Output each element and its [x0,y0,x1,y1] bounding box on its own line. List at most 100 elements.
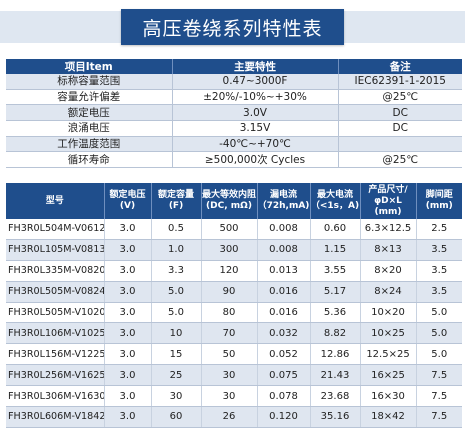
cell-leakage-current: 0.075 [257,364,311,387]
spec-note [338,136,462,153]
header-model: 型号 [6,183,105,219]
cell-max-esr: 80 [201,302,258,324]
cell-pin-pitch: 3.5 [416,260,462,282]
spec-table: 项目Item 主要特性 备注 标称容量范围 0.47~3000F IEC6239… [6,59,462,169]
cell-leakage-current: 0.008 [257,219,311,240]
table-row: FH3R0L505M-V1020 3.0 5.0 80 0.016 5.36 10×20 5.… [6,302,462,324]
spec-item: 容量允许偏差 [6,89,173,106]
table-row: FH3R0L106M-V1025 3.0 10 70 0.032 8.82 10×25 5.0 [6,322,462,345]
cell-max-esr: 500 [201,219,258,240]
cell-rated-voltage: 3.0 [104,322,152,345]
cell-model: FH3R0L105M-V0813 [6,239,105,261]
cell-leakage-current: 0.008 [257,239,311,261]
spec-row: 浪涌电压 3.15V DC [6,120,462,137]
spec-item: 标称容量范围 [6,74,173,90]
cell-max-esr: 70 [201,322,258,345]
spec-value: ±20%/-10%~+30% [172,89,339,106]
cell-rated-capacity: 30 [151,385,202,408]
cell-rated-voltage: 3.0 [104,385,152,408]
spec-row: 额定电压 3.0V DC [6,104,462,122]
spec-value: 0.47~3000F [172,74,339,90]
spec-header-feature: 主要特性 [172,59,339,74]
cell-pin-pitch: 7.5 [416,385,462,408]
spec-value: 3.15V [172,120,339,137]
cell-max-current: 0.60 [310,219,361,240]
cell-max-current: 3.55 [310,260,361,282]
table-row: FH3R0L335M-V0820 3.0 3.3 120 0.013 3.55 8×20 3.… [6,260,462,282]
cell-max-current: 12.86 [310,343,361,366]
cell-max-esr: 50 [201,343,258,366]
cell-model: FH3R0L606M-V1842 [6,406,105,428]
cell-max-current: 8.82 [310,322,361,345]
cell-max-esr: 90 [201,281,258,303]
cell-pin-pitch: 3.5 [416,239,462,261]
spec-note: @25℃ [338,151,462,169]
cell-rated-voltage: 3.0 [104,281,152,303]
cell-model: FH3R0L306M-V1630 [6,385,105,408]
cell-dimensions: 10×25 [360,322,417,345]
cell-model: FH3R0L335M-V0820 [6,260,105,282]
spec-item: 浪涌电压 [6,120,173,137]
table-row: FH3R0L156M-V1225 3.0 15 50 0.052 12.86 12.5×25… [6,343,462,366]
cell-rated-capacity: 10 [151,322,202,345]
cell-dimensions: 10×20 [360,302,417,324]
cell-leakage-current: 0.120 [257,406,311,428]
table-row: FH3R0L505M-V0824 3.0 5.0 90 0.016 5.17 8×24 3.5 [6,281,462,303]
cell-leakage-current: 0.032 [257,322,311,345]
cell-model: FH3R0L504M-V0612 [6,219,105,240]
cell-max-current: 5.17 [310,281,361,303]
cell-max-esr: 300 [201,239,258,261]
cell-rated-capacity: 3.3 [151,260,202,282]
table-row: FH3R0L256M-V1625 3.0 25 30 0.075 21.43 16×25 7.… [6,364,462,387]
cell-rated-voltage: 3.0 [104,364,152,387]
header-max-esr: 最大等效内阻 (DC, mΩ) [201,183,258,219]
cell-max-current: 23.68 [310,385,361,408]
cell-rated-capacity: 5.0 [151,281,202,303]
cell-rated-voltage: 3.0 [104,302,152,324]
spec-note: IEC62391-1-2015 [338,74,462,90]
title-banner: 高压卷绕系列特性表 [0,0,465,52]
cell-rated-capacity: 0.5 [151,219,202,240]
cell-max-esr: 120 [201,260,258,282]
spec-row: 循环寿命 ≥500,000次 Cycles @25℃ [6,151,462,169]
cell-model: FH3R0L106M-V1025 [6,322,105,345]
cell-pin-pitch: 7.5 [416,364,462,387]
cell-model: FH3R0L156M-V1225 [6,343,105,366]
spec-item: 工作温度范围 [6,136,173,153]
spec-header-row: 项目Item 主要特性 备注 [6,59,462,74]
spec-header-note: 备注 [338,59,462,74]
cell-dimensions: 8×24 [360,281,417,303]
spec-value: -40℃~+70℃ [172,136,339,153]
spec-header-item: 项目Item [6,59,173,74]
cell-rated-capacity: 1.0 [151,239,202,261]
header-pin-pitch: 脚间距 (mm) [416,183,462,219]
cell-model: FH3R0L505M-V0824 [6,281,105,303]
cell-dimensions: 18×42 [360,406,417,428]
cell-dimensions: 6.3×12.5 [360,219,417,240]
cell-pin-pitch: 5.0 [416,322,462,345]
spec-note: DC [338,120,462,137]
cell-max-current: 21.43 [310,364,361,387]
cell-dimensions: 8×20 [360,260,417,282]
table-row: FH3R0L306M-V1630 3.0 30 30 0.078 23.68 16×30 7.… [6,385,462,408]
cell-dimensions: 16×30 [360,385,417,408]
cell-model: FH3R0L505M-V1020 [6,302,105,324]
cell-pin-pitch: 5.0 [416,343,462,366]
header-max-current: 最大电流 （<1s，A) [310,183,361,219]
spec-note: DC [338,104,462,122]
cell-max-current: 1.15 [310,239,361,261]
spec-row: 工作温度范围 -40℃~+70℃ [6,136,462,153]
table-row: FH3R0L504M-V0612 3.0 0.5 500 0.008 0.60 6.3×12… [6,219,462,240]
cell-dimensions: 12.5×25 [360,343,417,366]
spec-row: 标称容量范围 0.47~3000F IEC62391-1-2015 [6,74,462,90]
cell-rated-capacity: 15 [151,343,202,366]
cell-dimensions: 8×13 [360,239,417,261]
cell-max-esr: 26 [201,406,258,428]
cell-max-esr: 30 [201,385,258,408]
cell-pin-pitch: 5.0 [416,302,462,324]
header-leakage-current: 漏电流 （72h,mA) [257,183,311,219]
cell-rated-voltage: 3.0 [104,239,152,261]
page-title: 高压卷绕系列特性表 [121,9,344,45]
spec-row: 容量允许偏差 ±20%/-10%~+30% @25℃ [6,89,462,106]
cell-pin-pitch: 7.5 [416,406,462,428]
